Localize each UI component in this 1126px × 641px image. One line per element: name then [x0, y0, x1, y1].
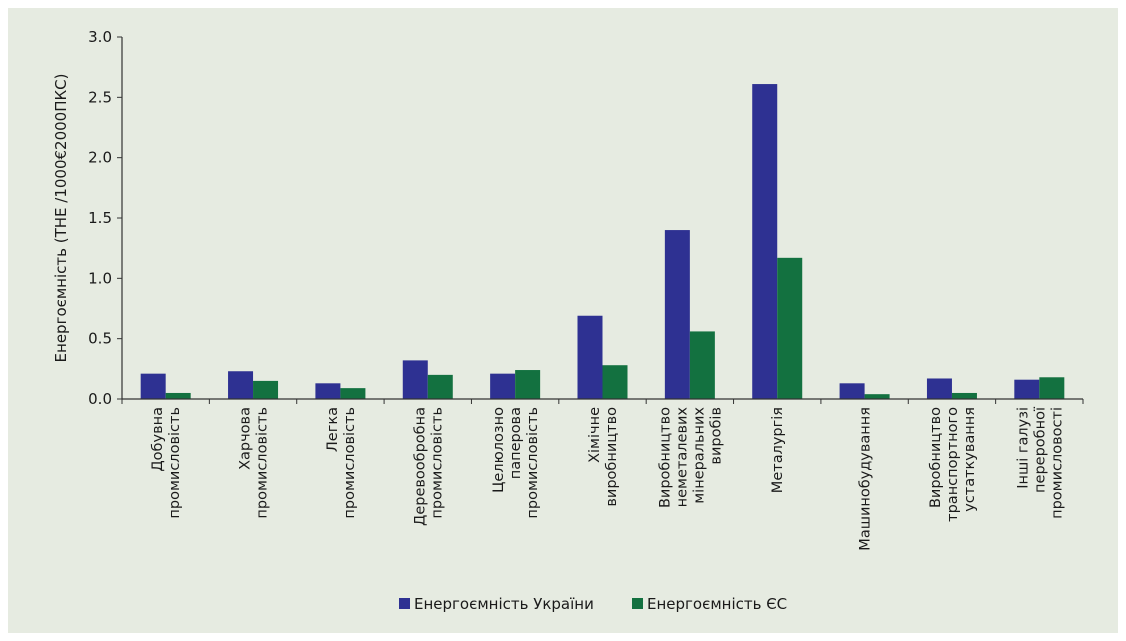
- category-label-line: Виробництво: [657, 407, 673, 508]
- bar-eu: [340, 388, 366, 399]
- y-axis-label: Енергоємність (ТНЕ /1000€2000ПКС): [52, 74, 70, 363]
- bar-eu: [602, 365, 628, 399]
- category-label-line: паперова: [508, 407, 524, 479]
- category-label-line: мінеральних: [691, 407, 707, 504]
- y-tick-label: 0.5: [88, 330, 112, 348]
- bar-ukraine: [926, 378, 952, 399]
- bar-ukraine: [1014, 379, 1040, 399]
- bar-eu: [951, 392, 977, 399]
- category-label-line: виробництво: [604, 407, 620, 507]
- category-label: Інші галузіпереробноїпромисловості: [1015, 406, 1065, 519]
- category-label: Добувнапромисловість: [150, 407, 183, 519]
- category-label: Хімічневиробництво: [587, 407, 620, 507]
- category-labels-layer: Добувнапромисловість Харчовапромисловість…: [150, 406, 1065, 551]
- category-label: Целюлознопаперовапромисловість: [491, 407, 541, 519]
- category-label: Харчовапромисловість: [238, 407, 271, 519]
- y-tick-label: 1.0: [88, 269, 112, 287]
- x-ticks-layer: [121, 399, 1084, 404]
- legend-label-eu: Енергоємність ЄС: [647, 595, 787, 613]
- category-label-line: Виробництво: [928, 407, 944, 508]
- category-label: Легкапромисловість: [325, 407, 358, 519]
- category-label-line: промисловість: [525, 407, 541, 519]
- category-label-line: Харчова: [238, 407, 254, 470]
- bar-eu: [864, 394, 890, 399]
- y-ticks-layer: 0.0 0.5 1.0 1.5 2.0 2.5 3.0: [88, 28, 122, 408]
- bar-eu: [165, 392, 191, 399]
- bar-ukraine: [140, 373, 166, 399]
- category-label-line: Добувна: [150, 407, 166, 472]
- category-label-line: промисловість: [255, 407, 271, 519]
- category-label-line: Легка: [325, 407, 341, 452]
- category-label-line: промисловість: [167, 407, 183, 519]
- category-label-line: Хімічне: [587, 407, 603, 463]
- bar-ukraine: [752, 84, 778, 399]
- bar-ukraine: [839, 383, 865, 399]
- legend-swatch-eu: [632, 598, 643, 609]
- category-label-line: промисловість: [342, 407, 358, 519]
- category-label-line: промисловість: [429, 407, 445, 519]
- y-tick-label: 1.5: [88, 209, 112, 227]
- category-label-line: Машинобудування: [858, 407, 874, 551]
- category-label-line: Металургія: [770, 407, 786, 493]
- category-label-line: переробної: [1032, 406, 1048, 493]
- category-label: Металургія: [770, 407, 786, 493]
- category-label: Виробництвонеметалевихмінеральнихвиробів: [657, 407, 724, 508]
- bar-eu: [1039, 377, 1065, 399]
- category-label-line: Деревообробна: [412, 407, 428, 526]
- category-label-line: неметалевих: [674, 407, 690, 508]
- legend-swatch-ukraine: [399, 598, 410, 609]
- legend: Енергоємність України Енергоємність ЄС: [399, 595, 787, 613]
- category-label-line: транспортного: [945, 407, 961, 522]
- category-label-line: виробів: [708, 407, 724, 465]
- bar-eu: [515, 370, 541, 399]
- bar-ukraine: [664, 230, 690, 399]
- bar-eu: [689, 331, 715, 399]
- chart-panel: [8, 8, 1118, 633]
- bar-ukraine: [490, 373, 516, 399]
- category-label: Деревообробнапромисловість: [412, 407, 445, 526]
- category-label: Виробництвотранспортногоустаткування: [928, 407, 978, 522]
- bar-eu: [253, 380, 279, 399]
- bar-ukraine: [402, 360, 428, 399]
- y-tick-label: 2.0: [88, 149, 112, 167]
- category-label-line: промисловості: [1049, 407, 1065, 519]
- category-label-line: Інші галузі: [1015, 407, 1031, 489]
- bar-eu: [777, 257, 803, 399]
- legend-label-ukraine: Енергоємність України: [414, 595, 594, 613]
- category-label: Машинобудування: [858, 407, 874, 551]
- category-label-line: устаткування: [962, 407, 978, 512]
- bar-ukraine: [577, 315, 603, 399]
- bar-ukraine: [228, 371, 254, 399]
- bars-layer: [140, 84, 1065, 399]
- bar-ukraine: [315, 383, 341, 399]
- category-label-line: Целюлозно: [491, 407, 507, 493]
- y-tick-label: 0.0: [88, 390, 112, 408]
- y-tick-label: 2.5: [88, 88, 112, 106]
- bar-eu: [427, 374, 453, 399]
- y-tick-label: 3.0: [88, 28, 112, 46]
